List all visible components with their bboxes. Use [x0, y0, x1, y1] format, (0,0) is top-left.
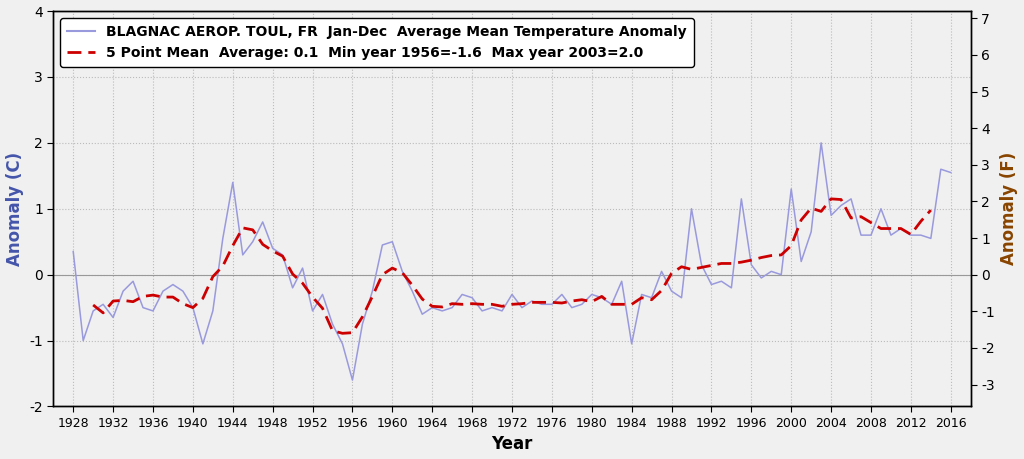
- Y-axis label: Anomaly (C): Anomaly (C): [5, 152, 24, 266]
- Y-axis label: Anomaly (F): Anomaly (F): [1000, 152, 1019, 265]
- X-axis label: Year: Year: [492, 436, 532, 453]
- Legend: BLAGNAC AEROP. TOUL, FR  Jan-Dec  Average Mean Temperature Anomaly, 5 Point Mean: BLAGNAC AEROP. TOUL, FR Jan-Dec Average …: [60, 18, 693, 67]
